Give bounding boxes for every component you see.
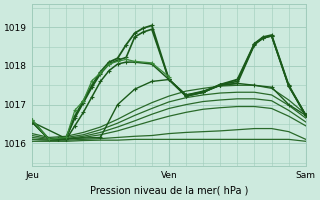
X-axis label: Pression niveau de la mer( hPa ): Pression niveau de la mer( hPa )	[90, 186, 248, 196]
